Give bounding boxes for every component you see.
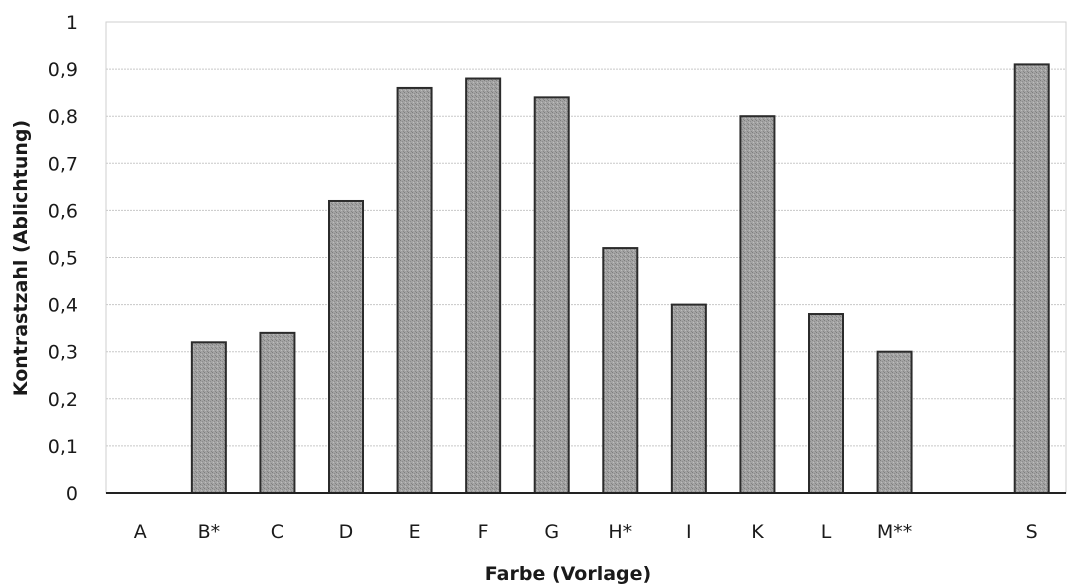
- x-tick-labels: A B* C D E F G H* I K L M** S: [134, 521, 1038, 543]
- bar: [1013, 63, 1050, 494]
- y-tick-label: 0,8: [48, 106, 78, 128]
- bar: [396, 86, 433, 494]
- bar: [533, 96, 570, 495]
- bar: [876, 350, 913, 495]
- x-tick-label: K: [751, 521, 764, 543]
- axes: [105, 21, 1067, 494]
- x-tick-label: M**: [877, 521, 912, 543]
- x-tick-label: S: [1026, 521, 1038, 543]
- y-tick-label: 0,9: [48, 59, 78, 81]
- y-tick-label: 1: [66, 12, 78, 34]
- y-tick-label: 0,1: [48, 436, 78, 458]
- bar: [670, 303, 707, 494]
- bar: [465, 77, 502, 495]
- x-tick-label: E: [409, 521, 421, 543]
- y-tick-label: 0,4: [48, 295, 78, 317]
- x-tick-label: A: [134, 521, 147, 543]
- y-tick-labels: 0 0,1 0,2 0,3 0,4 0,5 0,6 0,7 0,8 0,9 1: [48, 12, 78, 505]
- bar: [808, 313, 844, 494]
- x-tick-label: D: [339, 521, 354, 543]
- bars: [190, 63, 1050, 495]
- y-tick-label: 0,3: [48, 342, 78, 364]
- y-tick-label: 0,6: [48, 200, 78, 222]
- x-tick-label: C: [271, 521, 284, 543]
- x-axis-label: Farbe (Vorlage): [485, 563, 651, 585]
- x-tick-label: H*: [608, 521, 632, 543]
- gridlines: [106, 21, 1066, 447]
- y-tick-label: 0: [66, 483, 78, 505]
- bar: [602, 247, 639, 494]
- bar: [328, 199, 364, 494]
- y-axis-label: Kontrastzahl (Ablichtung): [10, 120, 32, 396]
- x-tick-label: L: [821, 521, 832, 543]
- x-tick-label: G: [544, 521, 559, 543]
- bar: [259, 331, 296, 494]
- x-tick-label: B*: [198, 521, 221, 543]
- y-tick-label: 0,7: [48, 153, 78, 175]
- bar: [739, 115, 776, 494]
- y-tick-label: 0,2: [48, 389, 78, 411]
- bar: [190, 341, 227, 494]
- x-tick-label: F: [478, 521, 489, 543]
- x-tick-label: I: [686, 521, 692, 543]
- y-tick-label: 0,5: [48, 248, 78, 270]
